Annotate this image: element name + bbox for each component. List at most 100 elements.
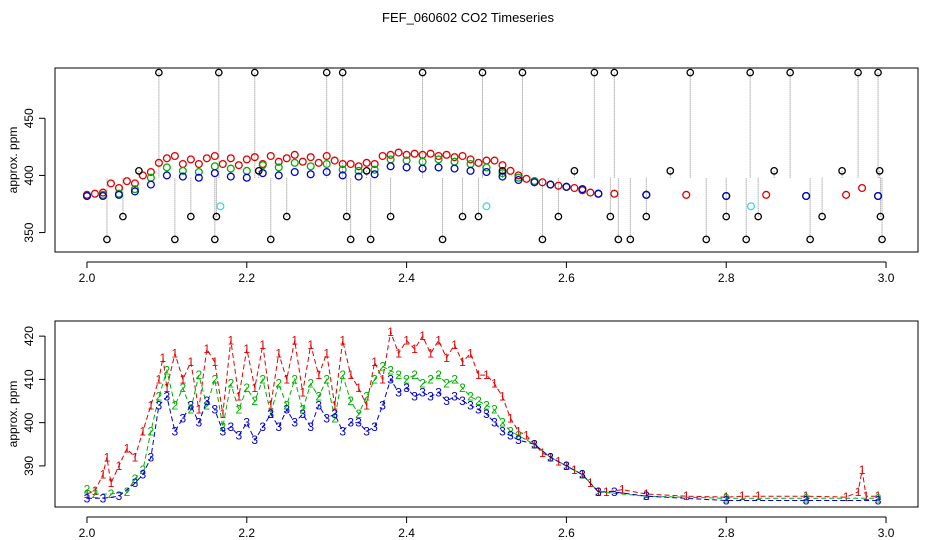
data-point bbox=[562, 182, 571, 191]
data-point-label: 1 bbox=[283, 372, 290, 386]
data-point bbox=[434, 151, 443, 161]
data-point-label: 1 bbox=[395, 346, 402, 360]
data-point-label: 1 bbox=[243, 342, 250, 356]
data-point bbox=[212, 212, 221, 221]
data-point-label: 3 bbox=[307, 420, 314, 434]
data-point-label: 3 bbox=[579, 468, 586, 482]
data-point-label: 2 bbox=[339, 368, 346, 382]
data-point bbox=[702, 235, 711, 244]
data-point-label: 1 bbox=[84, 487, 91, 501]
data-point bbox=[626, 235, 635, 244]
data-point bbox=[250, 68, 259, 77]
data-point-label: 1 bbox=[803, 489, 810, 503]
series-3 bbox=[82, 162, 883, 201]
data-point bbox=[490, 156, 499, 165]
data-point bbox=[518, 68, 527, 77]
x-tick-label: 2.2 bbox=[238, 271, 255, 285]
data-point-label: 1 bbox=[347, 368, 354, 382]
data-point bbox=[386, 162, 395, 171]
data-point bbox=[854, 68, 862, 77]
data-point bbox=[498, 161, 507, 170]
data-point bbox=[402, 163, 411, 172]
data-point bbox=[666, 167, 675, 175]
data-point-label: 2 bbox=[92, 487, 99, 501]
data-point bbox=[210, 235, 219, 244]
data-point bbox=[514, 171, 523, 180]
data-point-label: 1 bbox=[140, 424, 147, 438]
data-point bbox=[386, 155, 395, 164]
data-point-label: 1 bbox=[148, 398, 155, 412]
data-point bbox=[418, 164, 427, 173]
data-point-label: 1 bbox=[195, 403, 202, 417]
data-point-label: 2 bbox=[491, 403, 498, 417]
data-point-label: 2 bbox=[499, 416, 506, 430]
data-point bbox=[522, 174, 531, 183]
data-point bbox=[386, 150, 395, 159]
data-point-label: 3 bbox=[116, 489, 123, 503]
data-point-label: 2 bbox=[219, 420, 226, 434]
data-point bbox=[254, 167, 263, 175]
data-point-label: 3 bbox=[499, 424, 506, 438]
data-point-label: 1 bbox=[235, 390, 242, 404]
data-point-label: 3 bbox=[84, 491, 91, 505]
data-point-label: 1 bbox=[132, 450, 139, 464]
data-point bbox=[322, 167, 331, 177]
data-point-label: 3 bbox=[299, 407, 306, 421]
data-point bbox=[474, 212, 483, 221]
data-point bbox=[178, 166, 187, 175]
data-point bbox=[426, 149, 435, 158]
data-point bbox=[103, 235, 111, 244]
data-point bbox=[418, 68, 427, 77]
data-point-label: 1 bbox=[683, 489, 690, 503]
data-point bbox=[282, 154, 291, 163]
data-point-label: 1 bbox=[203, 342, 210, 356]
data-point-label: 2 bbox=[411, 368, 418, 382]
x-tick-label: 2.2 bbox=[238, 526, 255, 540]
data-point bbox=[682, 190, 691, 199]
data-point bbox=[466, 166, 475, 175]
data-point-label: 1 bbox=[427, 346, 434, 360]
data-point bbox=[258, 169, 267, 178]
data-point-label: 2 bbox=[483, 398, 490, 412]
data-point-label: 1 bbox=[124, 442, 131, 456]
x-tick-label: 2.6 bbox=[558, 271, 575, 285]
data-point bbox=[218, 159, 227, 169]
data-point-label: 3 bbox=[187, 398, 194, 412]
data-point-label: 2 bbox=[124, 485, 131, 499]
data-point-label: 1 bbox=[451, 338, 458, 352]
data-point-label: 1 bbox=[507, 411, 514, 425]
data-point-label: 2 bbox=[243, 381, 250, 395]
data-point-label: 1 bbox=[475, 368, 482, 382]
data-point-label: 2 bbox=[323, 372, 330, 386]
data-point bbox=[450, 157, 459, 166]
data-point-label: 1 bbox=[164, 381, 171, 395]
data-point-label: 2 bbox=[451, 372, 458, 386]
data-point-label: 3 bbox=[211, 403, 218, 417]
data-point bbox=[82, 191, 92, 201]
data-point-label: 2 bbox=[507, 424, 514, 438]
series-line bbox=[86, 365, 878, 499]
x-tick-label: 2.6 bbox=[558, 526, 575, 540]
data-point bbox=[90, 189, 100, 198]
data-point-label: 1 bbox=[419, 329, 426, 343]
data-point-label: 2 bbox=[187, 403, 194, 417]
data-point-label: 1 bbox=[187, 355, 194, 369]
data-point bbox=[875, 167, 884, 175]
data-point bbox=[258, 161, 267, 170]
data-point-label: 1 bbox=[643, 487, 650, 501]
data-point bbox=[250, 153, 259, 162]
data-point-label: 1 bbox=[515, 424, 522, 438]
data-point bbox=[498, 167, 507, 175]
data-point bbox=[742, 235, 751, 244]
data-point-label: 1 bbox=[723, 490, 730, 504]
data-point bbox=[498, 169, 507, 178]
data-point-label: 2 bbox=[387, 364, 394, 378]
data-point bbox=[370, 170, 379, 179]
data-point bbox=[482, 202, 491, 211]
y-tick-label: 420 bbox=[22, 326, 36, 346]
data-point bbox=[338, 171, 347, 180]
data-point-label: 1 bbox=[323, 346, 330, 360]
data-point-label: 1 bbox=[108, 476, 115, 490]
data-point-label: 2 bbox=[347, 394, 354, 408]
